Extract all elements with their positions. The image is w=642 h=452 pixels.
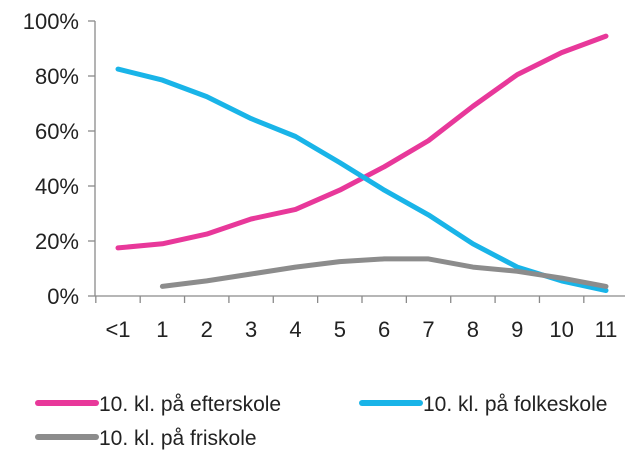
y-tick-label: 80% xyxy=(35,64,79,89)
x-tick-label: 5 xyxy=(334,317,346,342)
y-tick-label: 0% xyxy=(47,284,79,309)
x-tick-label: 2 xyxy=(201,317,213,342)
x-tick-label: 9 xyxy=(511,317,523,342)
legend-item: 10. kl. på folkeskole xyxy=(359,393,607,416)
legend-label: 10. kl. på efterskole xyxy=(99,393,281,416)
y-tick-label: 40% xyxy=(35,174,79,199)
legend: 10. kl. på efterskole 10. kl. på folkesko… xyxy=(35,393,607,450)
legend-item: 10. kl. på friskole xyxy=(35,427,257,450)
legend-label: 10. kl. på folkeskole xyxy=(423,393,607,416)
x-tick-label: 7 xyxy=(422,317,434,342)
legend-label: 10. kl. på friskole xyxy=(99,427,257,450)
x-tick-label: 11 xyxy=(595,317,618,342)
y-tick-label: 60% xyxy=(35,119,79,144)
x-tick-label: 6 xyxy=(378,317,390,342)
x-tick-label: 8 xyxy=(467,317,479,342)
y-tick-label: 100% xyxy=(23,9,79,34)
x-tick-label: 10 xyxy=(549,317,573,342)
axes: 0% 20% 40% 60% 80% 100% <1 1 2 3 4 5 6 7 8 9 10 11 xyxy=(23,9,625,342)
x-tick-label: 1 xyxy=(156,317,168,342)
plot-series xyxy=(115,33,609,293)
legend-item: 10. kl. på efterskole xyxy=(35,393,281,416)
series-line-1 xyxy=(115,33,609,251)
series-line-2 xyxy=(115,66,609,293)
x-tick-label: <1 xyxy=(105,317,130,342)
y-tick-label: 20% xyxy=(35,229,79,254)
x-tick-label: 4 xyxy=(289,317,301,342)
x-tick-label: 3 xyxy=(245,317,257,342)
series-line-3 xyxy=(159,256,609,289)
